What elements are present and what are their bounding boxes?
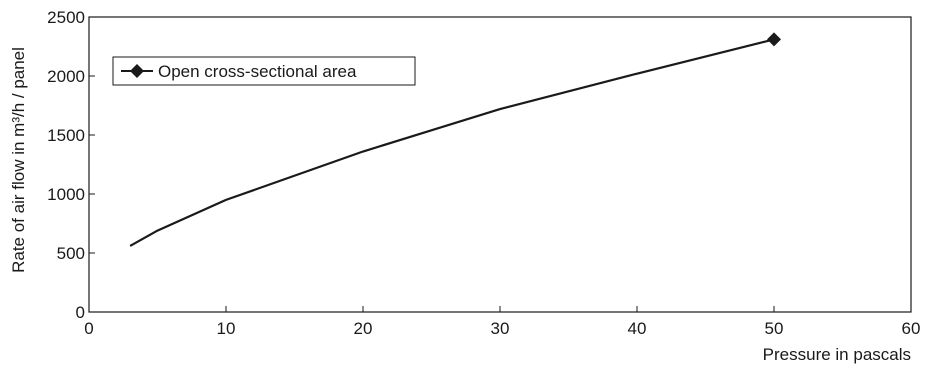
y-tick-label: 2500	[47, 8, 85, 27]
series-line	[129, 38, 775, 247]
data-point-diamond-marker	[767, 32, 781, 47]
x-axis-ticks: 0 10 20 30 40 50 60	[84, 306, 920, 338]
x-tick-label: 10	[217, 319, 236, 338]
legend-diamond-marker	[130, 64, 144, 78]
y-tick-label: 0	[76, 303, 85, 322]
series-layer	[129, 32, 781, 247]
y-tick-label: 1000	[47, 185, 85, 204]
x-tick-label: 50	[765, 319, 784, 338]
y-tick-label: 2000	[47, 67, 85, 86]
legend-box	[112, 56, 416, 86]
y-axis-ticks: 0 500 1000 1500 2000 2500	[47, 8, 95, 322]
y-axis-title: Rate of air flow in m³/h / panel	[9, 47, 28, 273]
x-axis-title: Pressure in pascals	[763, 345, 911, 364]
y-tick-label: 1500	[47, 126, 85, 145]
legend: Open cross-sectional area	[112, 56, 416, 86]
x-tick-label: 60	[902, 319, 921, 338]
x-tick-label: 40	[628, 319, 647, 338]
y-tick-label: 500	[57, 244, 85, 263]
legend-label: Open cross-sectional area	[158, 62, 357, 81]
x-tick-label: 30	[491, 319, 510, 338]
x-tick-label: 0	[84, 319, 93, 338]
x-tick-label: 20	[354, 319, 373, 338]
